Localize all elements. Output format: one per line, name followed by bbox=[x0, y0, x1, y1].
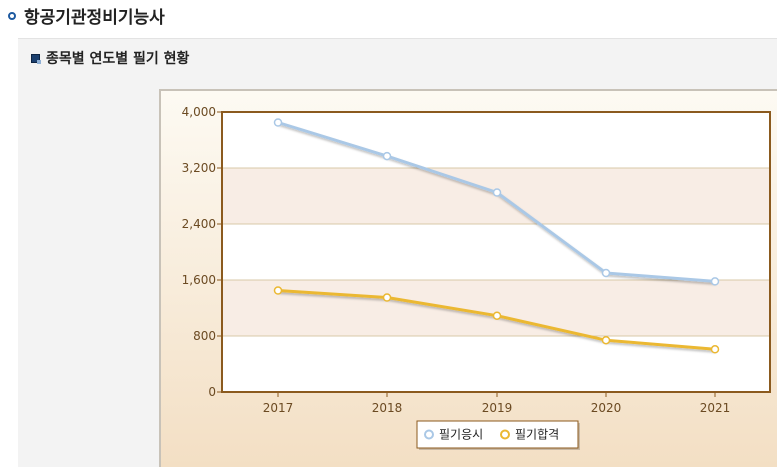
section-title: 종목별 연도별 필기 현황 bbox=[31, 48, 189, 68]
y-tick-label: 2,400 bbox=[182, 217, 216, 231]
x-tick-label: 2019 bbox=[482, 401, 513, 415]
y-tick-label: 4,000 bbox=[182, 105, 216, 119]
data-point bbox=[273, 118, 283, 127]
square-bullet-icon bbox=[31, 53, 41, 64]
page-title-text: 항공기관정비기능사 bbox=[24, 7, 165, 28]
y-tick-label: 1,600 bbox=[182, 273, 216, 287]
data-point bbox=[273, 286, 283, 295]
legend-label: 필기합격 bbox=[515, 428, 559, 442]
legend-box bbox=[416, 420, 579, 449]
legend: 필기응시 필기합격 bbox=[416, 420, 580, 450]
data-point bbox=[601, 268, 611, 278]
plot-band bbox=[222, 280, 770, 336]
plot-band bbox=[222, 112, 770, 168]
data-point bbox=[710, 277, 720, 286]
data-point bbox=[492, 188, 502, 197]
data-point bbox=[382, 293, 392, 302]
y-tick-label: 3,200 bbox=[182, 161, 216, 175]
legend-marker bbox=[424, 429, 434, 440]
title-divider bbox=[18, 38, 777, 39]
series-2 bbox=[273, 286, 720, 354]
y-tick-label: 0 bbox=[208, 385, 216, 399]
x-tick-label: 2020 bbox=[591, 401, 622, 415]
y-tick-label: 800 bbox=[193, 329, 216, 343]
data-point bbox=[492, 311, 502, 320]
data-point bbox=[601, 335, 611, 345]
section-title-text: 종목별 연도별 필기 현황 bbox=[46, 51, 190, 67]
x-tick-label: 2018 bbox=[372, 401, 403, 415]
plot-area-border bbox=[221, 111, 771, 393]
page-title: 항공기관정비기능사 bbox=[8, 0, 165, 30]
x-tick-label: 2021 bbox=[700, 401, 731, 415]
legend-label: 필기응시 bbox=[439, 428, 483, 442]
series-1 bbox=[273, 118, 720, 286]
legend-marker bbox=[500, 429, 510, 440]
plot-band bbox=[222, 336, 770, 392]
data-point bbox=[382, 151, 392, 161]
data-point bbox=[710, 345, 720, 354]
plot-band bbox=[222, 224, 770, 280]
circle-bullet-icon bbox=[8, 12, 16, 20]
x-tick-label: 2017 bbox=[263, 401, 294, 415]
